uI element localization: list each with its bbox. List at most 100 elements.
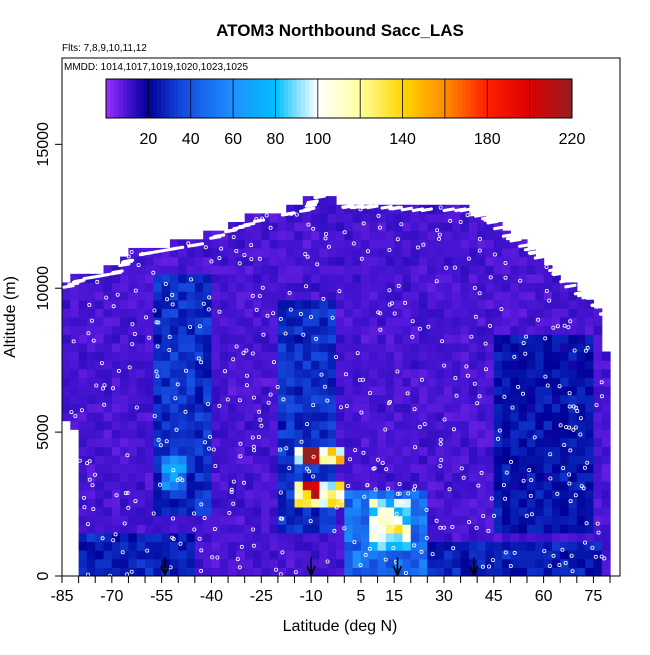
heatmap-cell [286, 291, 296, 301]
heatmap-cell [294, 368, 304, 379]
heatmap-cell [95, 558, 105, 568]
heatmap-cell [402, 455, 412, 465]
heatmap-cell [435, 299, 445, 309]
heatmap-cell [336, 481, 345, 491]
heatmap-cell [186, 541, 196, 551]
heatmap-cell [352, 247, 362, 258]
heatmap-cell [551, 342, 561, 353]
heatmap-cell [294, 325, 304, 335]
heatmap-cell [419, 291, 428, 301]
heatmap-cell [360, 437, 370, 448]
heatmap-cell [435, 247, 445, 258]
heatmap-cell [568, 472, 578, 482]
track-dot [257, 409, 262, 414]
heatmap-cell [369, 481, 379, 491]
heatmap-cell [211, 256, 221, 266]
track-dot [492, 252, 497, 257]
heatmap-cell [78, 541, 88, 551]
heatmap-cell [103, 472, 113, 482]
heatmap-cell [62, 394, 71, 404]
heatmap-cell [543, 420, 553, 430]
heatmap-cell [336, 204, 345, 214]
heatmap-cell [477, 403, 487, 413]
heatmap-cell [211, 334, 221, 344]
heatmap-cell [211, 273, 221, 284]
heatmap-cell [236, 446, 246, 456]
heatmap-cell [543, 558, 553, 568]
track-dot [351, 241, 356, 246]
heatmap-cell [194, 437, 204, 448]
heatmap-cell [327, 222, 337, 232]
heatmap-cell [352, 550, 362, 560]
track-dot [477, 291, 482, 296]
track-dot [116, 368, 121, 373]
heatmap-cell [443, 411, 453, 422]
heatmap-cell [311, 481, 321, 491]
heatmap-cell [128, 437, 138, 448]
heatmap-cell [369, 360, 379, 370]
heatmap-cell [228, 463, 237, 473]
heatmap-cell [236, 247, 246, 258]
heatmap-cell [601, 455, 611, 465]
heatmap-cell [311, 265, 321, 275]
heatmap-cell [510, 498, 520, 508]
heatmap-cell [228, 394, 237, 404]
heatmap-cell [194, 299, 204, 309]
colorbar-cell [538, 79, 543, 118]
heatmap-cell [203, 334, 213, 344]
heatmap-cell [294, 524, 304, 534]
track-dot [217, 403, 222, 408]
heatmap-cell [319, 342, 329, 353]
track-dot [95, 279, 100, 284]
heatmap-cell [194, 489, 204, 499]
heatmap-cell [502, 541, 511, 551]
heatmap-cell [186, 299, 196, 309]
colorbar-cell [258, 79, 264, 118]
heatmap-cell [593, 472, 603, 482]
heatmap-cell [286, 498, 296, 508]
heatmap-cell [277, 411, 287, 422]
heatmap-cell [568, 437, 578, 448]
heatmap-cell [186, 515, 196, 525]
heatmap-cell [352, 368, 362, 379]
heatmap-cell [527, 317, 536, 327]
heatmap-cell [435, 222, 445, 232]
heatmap-cell [568, 291, 578, 301]
heatmap-cell [252, 360, 262, 370]
heatmap-cell [527, 498, 536, 508]
heatmap-cell [377, 351, 387, 361]
track-dot [374, 523, 379, 528]
heatmap-cell [128, 368, 138, 379]
heatmap-cell [111, 550, 121, 560]
heatmap-cell [336, 368, 345, 379]
heatmap-cell [377, 273, 387, 284]
heatmap-cell [460, 420, 470, 430]
colorbar-cell [339, 79, 344, 118]
heatmap-cell [211, 308, 221, 318]
heatmap-cell [252, 273, 262, 284]
heatmap-cell [560, 541, 570, 551]
track-dot [231, 357, 236, 362]
heatmap-cell [502, 403, 511, 413]
heatmap-cell [203, 524, 213, 534]
heatmap-cell [261, 360, 271, 370]
heatmap-cell [510, 437, 520, 448]
colorbar-cell [190, 79, 196, 118]
heatmap-cell [161, 386, 171, 396]
heatmap-cell [443, 446, 453, 456]
heatmap-cell [111, 489, 121, 499]
track-dot [80, 279, 85, 283]
heatmap-cell [410, 308, 420, 318]
heatmap-cell [527, 325, 536, 335]
heatmap-cell [145, 455, 154, 465]
track-dot [434, 518, 439, 523]
track-dot [430, 552, 435, 557]
heatmap-cell [194, 265, 204, 275]
heatmap-cell [419, 455, 428, 465]
heatmap-cell [294, 420, 304, 430]
heatmap-cell [369, 532, 379, 543]
heatmap-cell [161, 472, 171, 482]
heatmap-cell [219, 247, 229, 258]
heatmap-cell [136, 291, 146, 301]
heatmap-cell [452, 403, 462, 413]
